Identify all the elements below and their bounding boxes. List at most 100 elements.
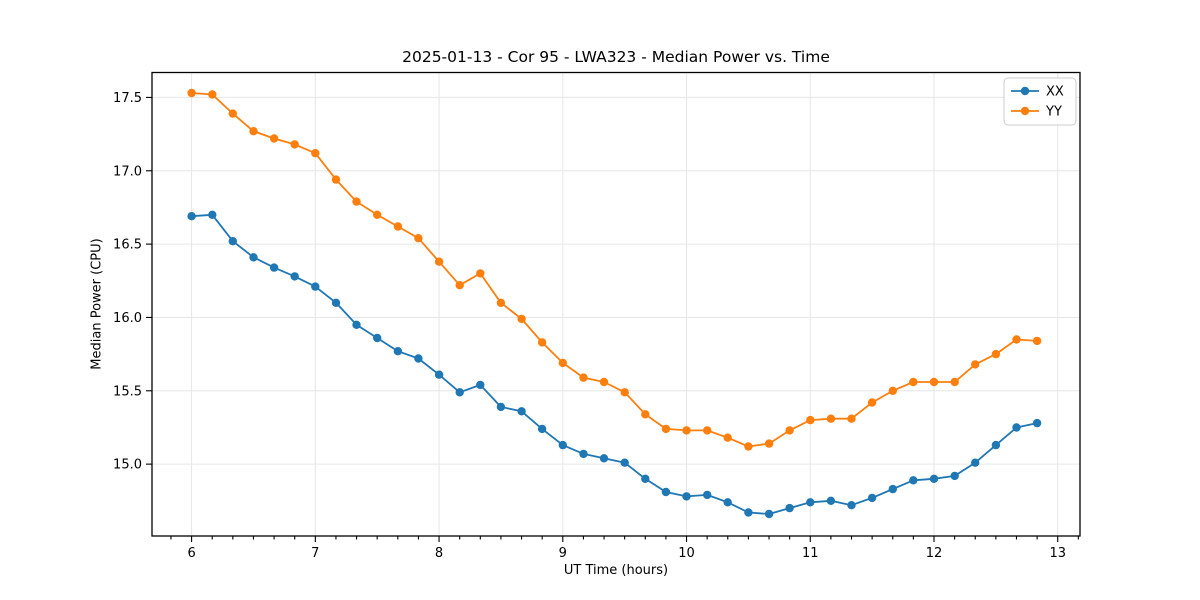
legend-box — [1003, 77, 1077, 126]
data-point-xx — [228, 237, 237, 246]
data-point-xx — [641, 474, 650, 483]
data-point-yy — [909, 377, 918, 387]
data-point-yy — [826, 414, 836, 423]
data-point-yy — [455, 281, 464, 290]
data-point-xx — [1032, 418, 1042, 428]
data-point-yy — [929, 377, 939, 387]
legend-marker-yy — [1020, 106, 1030, 116]
data-point-xx — [929, 474, 939, 483]
data-point-xx — [393, 347, 403, 356]
data-point-yy — [785, 426, 794, 435]
series-line-yy — [190, 92, 1038, 448]
data-point-xx — [517, 407, 526, 416]
data-point-xx — [991, 440, 1001, 450]
data-point-yy — [703, 426, 712, 435]
data-point-xx — [414, 354, 423, 363]
data-point-xx — [187, 212, 196, 221]
data-point-yy — [682, 426, 691, 435]
data-point-yy — [888, 386, 897, 395]
data-point-xx — [373, 333, 382, 343]
data-point-xx — [496, 402, 506, 412]
data-point-xx — [352, 320, 361, 329]
data-point-xx — [558, 440, 567, 450]
data-point-xx — [888, 484, 897, 494]
tick-labels: 6 7 8 9 10 11 12 13 15.0 15.5 16.0 16.5 17.0 17.5 — [113, 91, 1066, 561]
data-point-yy — [537, 338, 547, 347]
data-point-yy — [208, 90, 217, 99]
data-point-yy — [269, 134, 279, 143]
data-point-xx — [208, 210, 217, 219]
data-point-yy — [1032, 336, 1042, 346]
data-point-yy — [228, 109, 237, 118]
y-tick-label: 17.0 — [113, 164, 142, 179]
data-point-xx — [950, 471, 959, 481]
data-point-yy — [331, 175, 341, 184]
data-point-xx — [455, 388, 464, 397]
data-point-yy — [723, 433, 732, 442]
data-point-xx — [290, 272, 299, 281]
data-point-yy — [579, 373, 588, 382]
data-point-yy — [476, 269, 485, 278]
data-point-xx — [785, 503, 794, 513]
data-point-xx — [331, 298, 341, 307]
x-tick-label: 13 — [1049, 546, 1066, 561]
data-point-yy — [496, 298, 506, 307]
data-point-xx — [703, 490, 712, 500]
legend-label-yy: YY — [1045, 105, 1062, 120]
data-point-yy — [187, 88, 196, 98]
data-point-yy — [311, 149, 320, 158]
x-tick-label: 12 — [926, 546, 943, 561]
data-point-xx — [579, 449, 588, 459]
data-point-xx — [599, 454, 609, 463]
data-point-yy — [661, 424, 671, 434]
data-point-xx — [620, 458, 629, 467]
data-point-yy — [599, 377, 609, 387]
data-point-xx — [311, 282, 320, 291]
data-point-yy — [393, 222, 403, 231]
data-point-xx — [661, 487, 671, 497]
data-point-yy — [641, 410, 650, 419]
data-point-yy — [352, 197, 361, 206]
data-point-yy — [414, 234, 423, 243]
grid — [152, 72, 1080, 536]
data-point-yy — [558, 358, 567, 368]
data-point-xx — [723, 498, 732, 507]
data-point-yy — [620, 388, 629, 397]
series-xx — [187, 210, 1042, 519]
data-point-yy — [991, 349, 1001, 359]
data-point-yy — [764, 439, 774, 448]
legend-label-xx: XX — [1046, 85, 1064, 100]
x-tick-label: 9 — [559, 546, 567, 561]
data-point-yy — [744, 442, 753, 451]
data-point-xx — [806, 498, 815, 507]
data-point-yy — [249, 127, 258, 136]
data-point-yy — [290, 140, 299, 149]
data-point-yy — [867, 398, 877, 407]
data-point-yy — [950, 377, 959, 387]
data-point-xx — [476, 380, 485, 390]
y-tick-label: 15.5 — [113, 384, 142, 399]
axes-spines — [151, 71, 1081, 537]
data-point-yy — [1012, 335, 1021, 344]
data-point-yy — [847, 414, 856, 423]
data-point-xx — [764, 509, 774, 519]
y-tick-label: 17.5 — [113, 91, 142, 106]
data-point-xx — [537, 424, 547, 434]
x-tick-label: 11 — [802, 546, 819, 561]
data-point-xx — [909, 476, 918, 485]
data-point-xx — [434, 370, 444, 379]
series-yy — [187, 88, 1042, 451]
data-point-yy — [373, 210, 382, 219]
data-point-xx — [826, 496, 836, 505]
data-point-xx — [847, 501, 856, 510]
series-line-xx — [190, 213, 1038, 515]
x-tick-label: 8 — [435, 546, 443, 561]
data-point-xx — [269, 263, 279, 272]
data-point-xx — [971, 458, 980, 467]
legend-marker-xx — [1020, 86, 1030, 96]
y-tick-label: 16.5 — [113, 238, 142, 253]
x-tick-label: 7 — [311, 546, 319, 561]
x-axis-label: UT Time (hours) — [563, 563, 669, 578]
